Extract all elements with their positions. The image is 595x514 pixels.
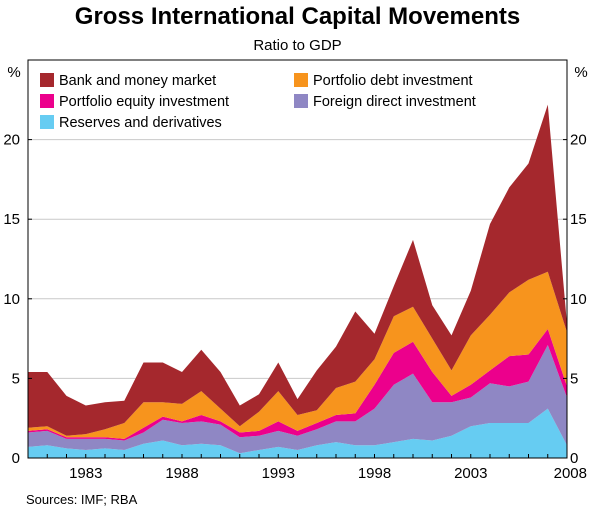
y-tick-label-right: 10: [570, 291, 587, 308]
legend-label-reserves-and-derivatives: Reserves and derivatives: [59, 115, 222, 131]
y-tick-label-left: 5: [12, 370, 20, 387]
y-tick-label-right: 20: [570, 132, 587, 149]
y-tick-label-left: 0: [12, 450, 20, 467]
chart-source: Sources: IMF; RBA: [26, 492, 138, 507]
y-tick-label-right: 0: [570, 450, 578, 467]
y-axis-unit-left: %: [7, 64, 20, 81]
y-ticks-left: 0 5 10 15 20: [3, 132, 32, 467]
y-tick-label-left: 10: [3, 291, 20, 308]
y-axis-unit-right: %: [574, 64, 587, 81]
area-foreign-direct-investment: [28, 345, 567, 454]
x-tick-label: 2003: [454, 465, 487, 482]
legend-swatch-portfolio-debt-investment: [294, 73, 308, 87]
legend-swatch-foreign-direct-investment: [294, 94, 308, 108]
y-tick-label-left: 20: [3, 132, 20, 149]
y-ticks-right: 0 5 10 15 20: [563, 132, 587, 467]
area-series: [28, 104, 567, 458]
x-ticks: 1983 1988 1993 1998 2003 2008: [27, 454, 587, 482]
x-tick-label: 1983: [69, 465, 102, 482]
plot-frame: [27, 59, 568, 459]
x-tick-label: 1993: [262, 465, 295, 482]
y-tick-label-right: 5: [570, 370, 578, 387]
x-tick-label: 2008: [554, 465, 587, 482]
y-tick-label-right: 15: [570, 211, 587, 228]
legend-label-foreign-direct-investment: Foreign direct investment: [313, 94, 476, 110]
x-tick-label: 1988: [165, 465, 198, 482]
legend-swatch-reserves-and-derivatives: [40, 115, 54, 129]
x-tick-label: 1998: [358, 465, 391, 482]
legend: Bank and money market Portfolio debt inve…: [40, 73, 476, 131]
legend-label-portfolio-equity-investment: Portfolio equity investment: [59, 94, 229, 110]
legend-label-portfolio-debt-investment: Portfolio debt investment: [313, 73, 473, 89]
y-tick-label-left: 15: [3, 211, 20, 228]
chart-title: Gross International Capital Movements: [75, 3, 520, 30]
area-reserves-and-derivatives: [28, 408, 567, 458]
legend-swatch-bank-and-money-market: [40, 73, 54, 87]
chart-subtitle: Ratio to GDP: [253, 37, 341, 54]
legend-swatch-portfolio-equity-investment: [40, 94, 54, 108]
legend-label-bank-and-money-market: Bank and money market: [59, 73, 216, 89]
